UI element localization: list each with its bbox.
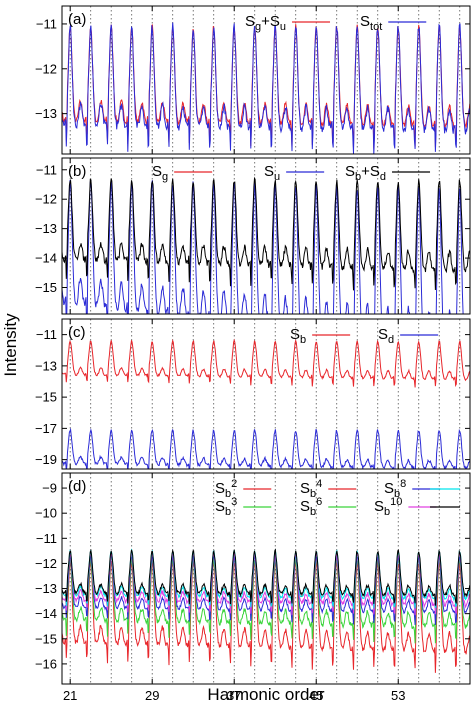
x-tick-label: 29 xyxy=(145,688,159,703)
panel-frame xyxy=(61,318,471,470)
x-tick-label: 21 xyxy=(63,688,77,703)
legend-label: Sd xyxy=(378,326,394,346)
series-line-sb-2 xyxy=(62,559,470,673)
y-tick-label: −15 xyxy=(35,280,57,295)
y-tick-label: −13 xyxy=(35,106,57,121)
y-tick-label: −14 xyxy=(35,251,57,266)
legend-label: Sg+Su xyxy=(245,13,286,33)
panel-label: (c) xyxy=(68,324,86,341)
legend-item: Su xyxy=(264,163,325,183)
series-line-sd xyxy=(62,427,470,469)
legend-item: Sb xyxy=(290,326,351,346)
legend-label: Sb+Sd xyxy=(345,163,386,183)
series-line-su xyxy=(62,180,464,314)
legend-item: Sb4 xyxy=(300,478,357,500)
panel-frame xyxy=(61,472,471,685)
y-tick-label: −19 xyxy=(35,452,57,467)
y-tick-label: −12 xyxy=(35,61,57,76)
y-tick-label: −9 xyxy=(42,481,57,496)
series-line-stot xyxy=(62,22,470,154)
x-tick-label: 37 xyxy=(227,688,241,703)
series-line-sb-6 xyxy=(62,551,470,616)
legend-label: Stot xyxy=(360,13,382,33)
panel-label: (d) xyxy=(68,478,86,495)
legend-label: Sg xyxy=(152,163,168,183)
panel-frame xyxy=(61,157,471,315)
legend-item: Sg+Su xyxy=(245,13,331,33)
legend-item: Sb+Sd xyxy=(345,163,431,183)
y-tick-label: −11 xyxy=(36,327,57,342)
legend-label: Sb xyxy=(290,326,306,346)
y-tick-label: −15 xyxy=(35,631,57,646)
x-tick-label: 53 xyxy=(391,688,405,703)
panel-a: −11 −12 −13 (a) Sg+Su Stot xyxy=(35,5,471,155)
series-line-sb xyxy=(62,338,470,388)
y-tick-label: −11 xyxy=(36,531,57,546)
panel-c: −11 −13 −15 −17 −19 (c) Sb Sd xyxy=(35,318,471,470)
legend-item: Sg xyxy=(152,163,213,183)
legend-item: Sb10 xyxy=(374,496,437,518)
legend-label: Sb10 xyxy=(374,496,402,518)
legend-item: Sd xyxy=(378,326,439,346)
y-tick-label: −13 xyxy=(35,221,57,236)
y-axis-title: Intensity xyxy=(1,313,20,377)
series-line-sg-su xyxy=(62,24,470,149)
legend-label: Su xyxy=(264,163,280,183)
y-tick-label: −11 xyxy=(36,16,57,31)
legend-item: Sb6 xyxy=(300,496,357,518)
series-line-sb-10 xyxy=(62,548,470,606)
y-tick-label: −13 xyxy=(35,358,57,373)
legend-item: Sb2 xyxy=(215,478,272,500)
panel-frame xyxy=(61,5,471,155)
y-tick-label: −13 xyxy=(35,581,57,596)
y-tick-label: −17 xyxy=(35,421,57,436)
y-tick-label: −11 xyxy=(36,162,57,177)
legend-item: Stot xyxy=(360,13,427,33)
series-line-sb-sd xyxy=(62,176,470,291)
panel-b: −11 −12 −13 −14 −15 (b) Sg Su Sb+Sd xyxy=(35,157,471,315)
x-axis-title: Harmonic order xyxy=(207,685,324,703)
panel-label: (b) xyxy=(68,163,86,180)
y-tick-label: −14 xyxy=(35,606,57,621)
legend-item: Sb3 xyxy=(215,496,272,518)
y-tick-label: −16 xyxy=(35,656,57,671)
panel-label: (a) xyxy=(68,11,86,28)
y-tick-label: −12 xyxy=(35,192,57,207)
y-tick-label: −12 xyxy=(35,556,57,571)
y-tick-label: −15 xyxy=(35,390,57,405)
x-tick-label: 45 xyxy=(309,688,323,703)
y-tick-label: −10 xyxy=(35,506,57,521)
